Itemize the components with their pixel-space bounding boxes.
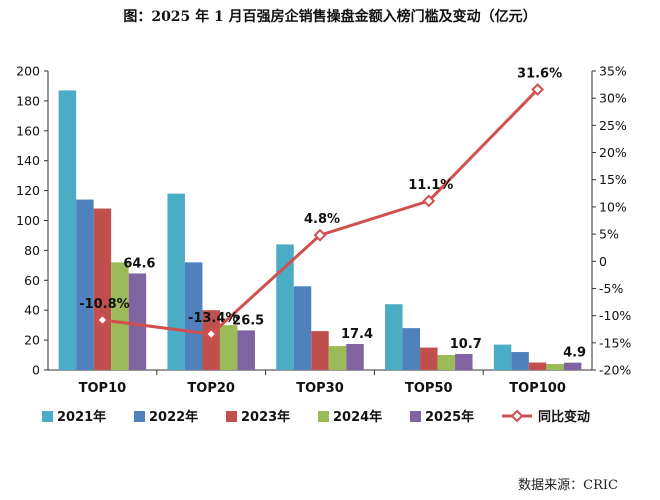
- x-category-label: TOP50: [405, 381, 453, 396]
- bar: [328, 346, 347, 370]
- bar: [563, 362, 582, 370]
- axes: 0 20 40 60 80 100 120 140 160 180 200 -20% -15% -10% -…: [16, 64, 631, 397]
- y-tick-label: 0: [32, 363, 40, 378]
- bar: [111, 262, 129, 370]
- y-tick-label: 180: [16, 93, 40, 108]
- bar-value-label: 26.5: [232, 313, 264, 328]
- yoy-value-label: 4.8%: [304, 212, 340, 227]
- bar: [167, 193, 185, 370]
- bar: [311, 331, 329, 370]
- bar: [437, 355, 456, 370]
- y2-tick-label: -20%: [599, 363, 631, 378]
- legend-label: 2022年: [149, 409, 198, 425]
- y2-tick-label: 20%: [599, 145, 627, 160]
- legend-swatch: [134, 411, 145, 422]
- legend-label: 2024年: [333, 409, 382, 425]
- yoy-point: [313, 228, 327, 242]
- x-category-label: TOP100: [509, 381, 566, 396]
- y-tick-label: 200: [16, 64, 40, 79]
- y2-tick-label: 30%: [599, 91, 627, 106]
- bar: [493, 344, 512, 370]
- y2-tick-label: 0: [599, 254, 607, 269]
- bar: [58, 90, 77, 370]
- y-tick-label: 60: [24, 273, 40, 288]
- yoy-value-label: -10.8%: [79, 297, 130, 312]
- x-category-label: TOP30: [296, 381, 344, 396]
- yoy-value-label: -13.4%: [188, 311, 239, 326]
- y2-tick-label: -15%: [599, 335, 631, 350]
- bar: [184, 262, 203, 370]
- bar: [76, 199, 94, 370]
- bar: [237, 330, 255, 370]
- legend-swatch: [42, 411, 53, 422]
- x-category-label: TOP20: [187, 381, 235, 396]
- yoy-line: [95, 83, 545, 341]
- yoy-value-label: 11.1%: [408, 178, 453, 193]
- legend-label: 2021年: [57, 409, 106, 425]
- data-labels: 64.6 26.5 17.4 10.7 4.9 -10.8% -13.4% 4.8% 11.1%…: [79, 66, 586, 360]
- bar-value-label: 64.6: [123, 256, 155, 271]
- bar: [455, 354, 473, 370]
- bar-value-label: 10.7: [450, 337, 482, 352]
- legend-swatch: [410, 411, 421, 422]
- bar: [420, 347, 438, 370]
- bar: [385, 304, 403, 370]
- bar: [93, 208, 112, 370]
- y2-tick-label: 15%: [599, 172, 627, 187]
- yoy-point: [531, 83, 545, 96]
- legend-label: 2023年: [241, 409, 290, 425]
- bar: [219, 325, 238, 370]
- legend: 2021年 2022年 2023年 2024年 2025年 同比变动: [42, 409, 590, 425]
- yoy-point: [204, 327, 218, 341]
- source-note: 数据来源：CRIC: [518, 478, 618, 493]
- yoy-value-label: 31.6%: [517, 66, 562, 81]
- y2-tick-label: 35%: [599, 64, 627, 79]
- legend-diamond: [510, 409, 524, 423]
- bars: [58, 90, 582, 370]
- legend-label: 同比变动: [538, 409, 590, 425]
- y-tick-label: 140: [16, 153, 40, 168]
- bar: [128, 273, 147, 370]
- bar-value-label: 17.4: [341, 327, 373, 342]
- yoy-point: [95, 313, 109, 327]
- y-tick-label: 20: [24, 333, 40, 348]
- bar: [511, 352, 529, 370]
- y2-tick-label: 10%: [599, 199, 627, 214]
- bar: [276, 244, 294, 370]
- y-tick-label: 160: [16, 123, 40, 138]
- y2-tick-label: 5%: [599, 227, 619, 242]
- bar: [546, 364, 564, 370]
- y-tick-label: 40: [24, 303, 40, 318]
- y2-tick-label: -5%: [599, 281, 623, 296]
- legend-swatch: [318, 411, 329, 422]
- y-tick-label: 100: [16, 213, 40, 228]
- yoy-point: [422, 194, 436, 208]
- bar: [293, 286, 312, 370]
- bar: [402, 328, 421, 370]
- x-category-label: TOP10: [79, 381, 127, 396]
- chart-title: 图：2025 年 1 月百强房企销售操盘金额入榜门槛及变动（亿元）: [123, 9, 537, 25]
- bar-value-label: 4.9: [563, 346, 586, 361]
- legend-label: 2025年: [425, 409, 474, 425]
- y-tick-label: 120: [16, 183, 40, 198]
- y-tick-label: 80: [24, 243, 40, 258]
- bar: [528, 362, 547, 370]
- bar: [346, 343, 364, 370]
- y2-tick-label: -10%: [599, 308, 631, 323]
- y2-tick-label: 25%: [599, 118, 627, 133]
- legend-swatch: [226, 411, 237, 422]
